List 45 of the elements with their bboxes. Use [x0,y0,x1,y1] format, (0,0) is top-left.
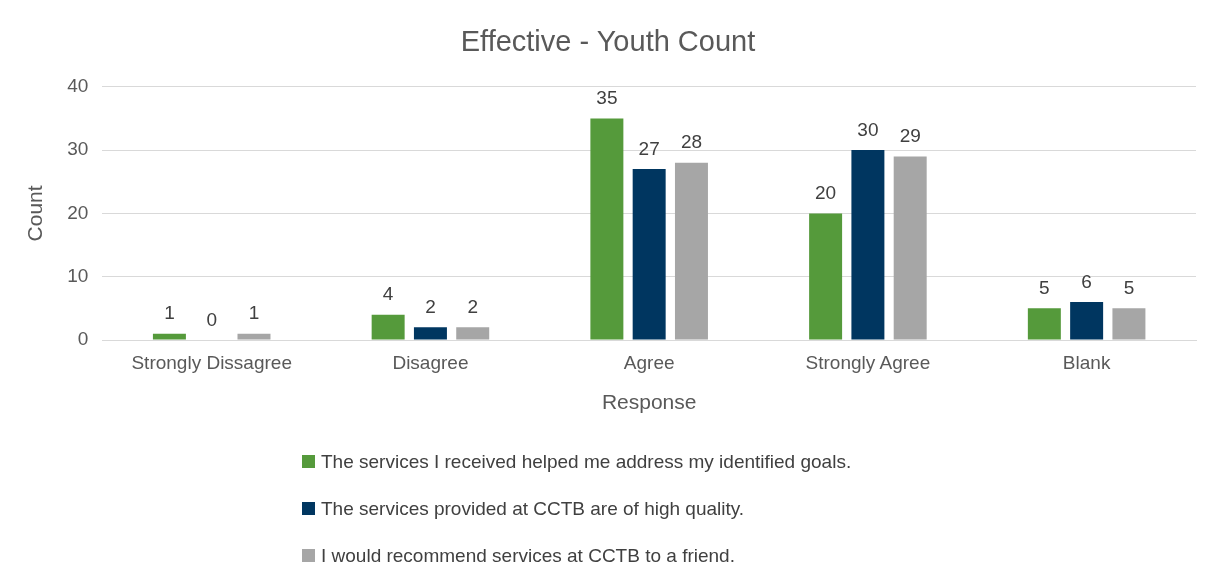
bar [1027,308,1061,340]
legend-label: The services provided at CCTB are of high quality. [321,497,745,520]
x-tick-label: Blank [1062,351,1111,373]
bar [809,213,843,340]
bar [456,327,490,340]
data-label: 30 [857,118,879,140]
bar [674,162,708,340]
x-tick-label: Strongly Agree [805,351,931,373]
legend-label: I would recommend services at CCTB to a friend. [321,544,735,567]
bar [413,327,447,340]
bar [1112,308,1146,340]
data-label: 4 [382,283,394,305]
y-tick-label: 40 [67,75,89,97]
data-label: 29 [899,125,921,147]
x-tick-label: Strongly Dissagree [131,351,292,373]
data-label: 5 [1123,277,1135,299]
y-axis-title: Count [23,185,47,242]
y-tick-label: 30 [67,138,89,160]
bar [893,156,927,340]
data-label: 35 [596,87,618,109]
data-label: 28 [680,131,703,153]
data-label: 2 [425,296,436,318]
data-label: 20 [815,182,837,204]
bar [590,118,624,340]
y-tick-label: 10 [67,264,89,286]
data-label: 6 [1081,270,1092,292]
bar [237,333,271,340]
x-tick-label: Agree [623,351,675,373]
legend-label: The services I received helped me address my identified goals. [321,450,852,473]
x-tick-label: Disagree [392,351,469,373]
bar [152,333,186,340]
bar [632,169,666,340]
chart-title: Effective - Youth Count [460,25,756,58]
data-label: 1 [248,302,260,324]
data-label: 27 [638,137,660,159]
bar [371,314,405,340]
bar [1070,302,1104,340]
data-label: 0 [206,308,217,330]
y-tick-label: 20 [67,201,89,223]
bar [851,150,885,340]
data-label: 5 [1039,277,1050,299]
x-axis-title: Response [601,390,697,414]
data-label: 1 [164,302,175,324]
data-label: 2 [467,296,479,318]
y-tick-label: 0 [77,328,89,350]
